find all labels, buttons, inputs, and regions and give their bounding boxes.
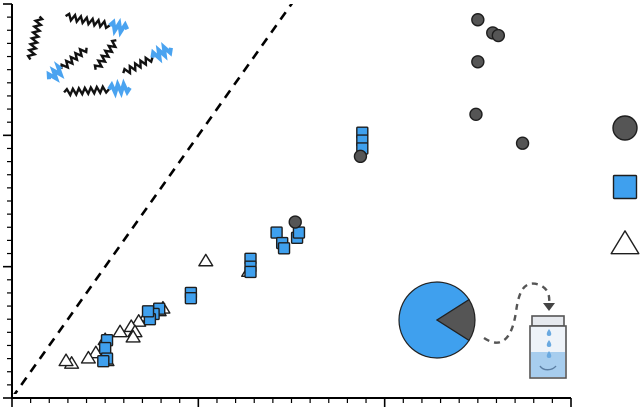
triangle-point [125, 329, 141, 343]
legend [610, 115, 640, 255]
square-point [98, 341, 112, 355]
circle-point [288, 215, 302, 229]
molecule-icon [122, 42, 173, 76]
legend-triangle-marker [610, 230, 640, 255]
pie-slice [398, 281, 470, 359]
data-points [58, 13, 530, 369]
square-point [270, 226, 283, 239]
inset-pie-chart [398, 281, 476, 359]
pie-slice [435, 298, 476, 342]
arrow-head-icon [543, 303, 555, 311]
circle-point [471, 13, 485, 27]
droplet-icon [546, 340, 552, 347]
square-point [97, 355, 110, 368]
molecule-icon [64, 11, 130, 38]
circle-point [515, 136, 530, 150]
triangle-point [131, 314, 147, 327]
triangle-point [112, 324, 128, 338]
molecules-illustration [26, 11, 173, 99]
circle-point [353, 149, 368, 164]
dashed-arrow [483, 282, 551, 344]
molecule-icon [63, 78, 132, 99]
circle-point [471, 55, 485, 69]
triangle-point [80, 350, 96, 364]
identity-dashed-line [13, 4, 294, 394]
molecule-icon [93, 39, 118, 70]
droplet-icon [546, 329, 552, 336]
square-point [141, 305, 155, 318]
square-point [244, 265, 257, 279]
vial-icon [529, 315, 567, 379]
axis-ticks [3, 3, 572, 407]
square-point [277, 242, 291, 255]
molecule-icon [26, 15, 45, 61]
legend-circle-marker [612, 115, 638, 141]
circle-point [469, 107, 483, 122]
square-point [184, 291, 198, 305]
circle-point [491, 28, 506, 43]
vial-illustration [483, 282, 567, 379]
axes [3, 3, 572, 407]
triangle-point [198, 253, 214, 267]
triangle-point [58, 353, 74, 367]
molecule-icon [46, 47, 88, 83]
droplet-icon [546, 351, 552, 358]
legend-square-marker [612, 174, 638, 200]
